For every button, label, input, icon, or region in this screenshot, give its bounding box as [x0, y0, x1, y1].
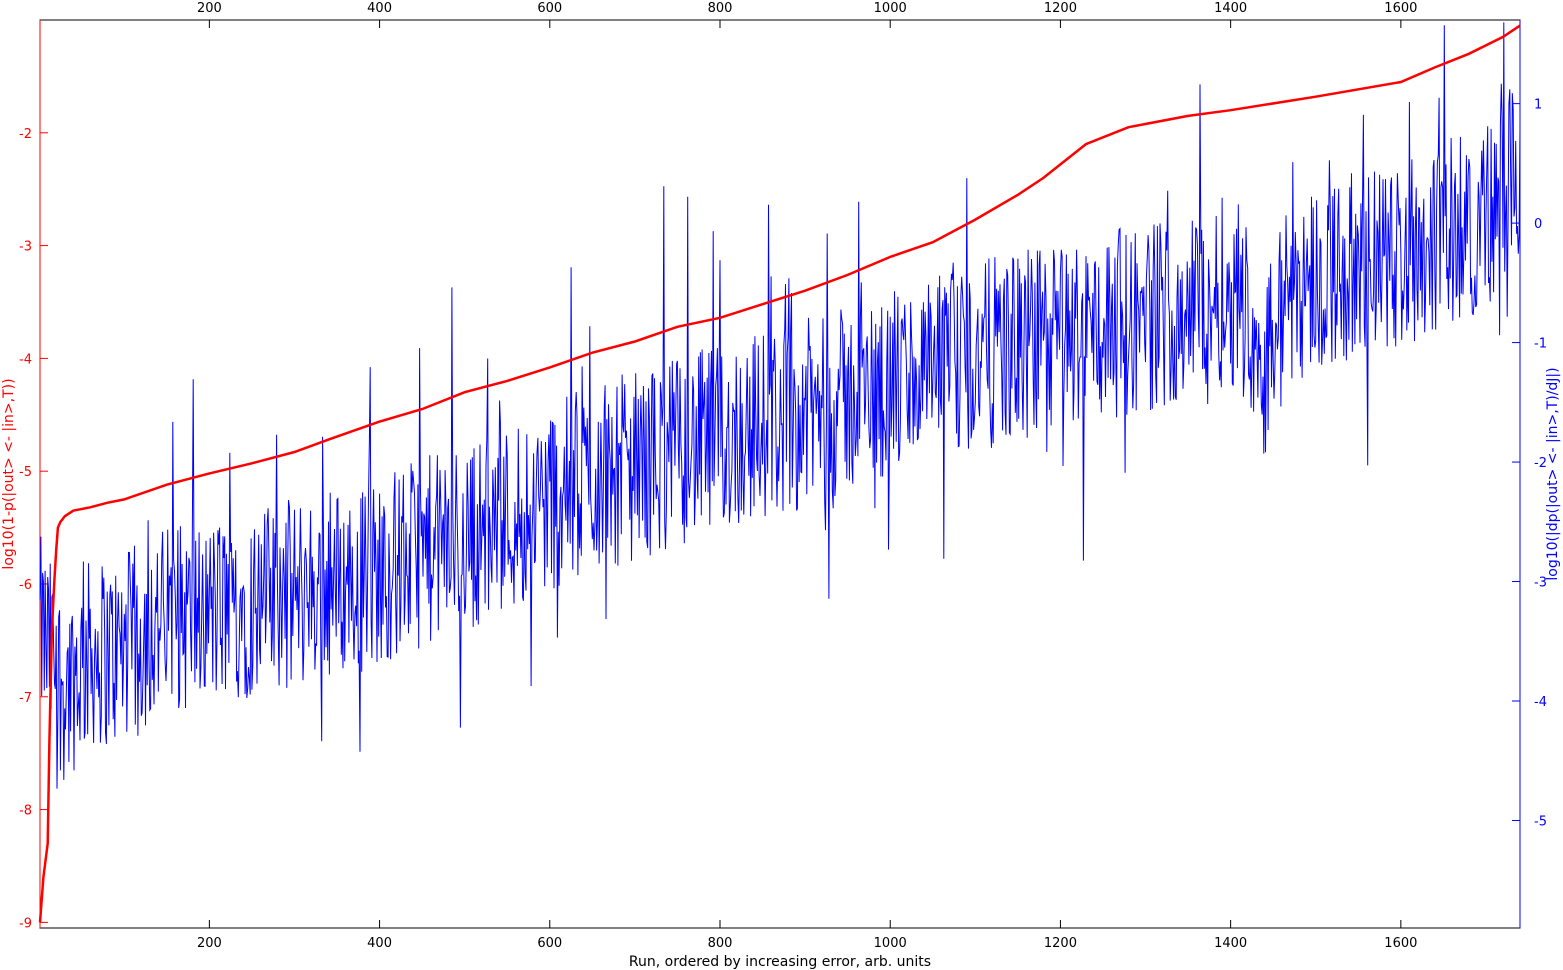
- x-tick-label-top: 400: [367, 1, 392, 16]
- y-right-tick-label: 0: [1534, 217, 1542, 232]
- y-right-tick-label: -3: [1534, 576, 1547, 591]
- x-tick-label-top: 1200: [1044, 1, 1077, 16]
- x-tick-label-bottom: 1200: [1044, 936, 1077, 951]
- y-right-tick-label: 1: [1534, 98, 1542, 113]
- left-series-layer: [38, 24, 1521, 923]
- left-series-line: [38, 24, 1521, 923]
- x-tick-label-top: 1600: [1384, 1, 1417, 16]
- x-tick-label-bottom: 400: [367, 936, 392, 951]
- x-tick-label-bottom: 1600: [1384, 936, 1417, 951]
- y-right-tick-label: -1: [1534, 337, 1547, 352]
- y-right-tick-label: -5: [1534, 814, 1547, 829]
- x-tick-label-top: 600: [537, 1, 562, 16]
- right-series-layer: [39, 22, 1521, 789]
- y-left-tick-label: -6: [19, 578, 32, 593]
- y-right-tick-label: -2: [1534, 456, 1547, 471]
- x-tick-label-bottom: 200: [197, 936, 222, 951]
- y-left-tick-label: -5: [19, 465, 32, 480]
- y-left-tick-label: -9: [19, 916, 32, 931]
- x-tick-label-bottom: 600: [537, 936, 562, 951]
- y-right-axis-label: log10(|dp(|out> <- |in>,T)/dJ|): [1545, 367, 1561, 580]
- x-tick-label-top: 200: [197, 1, 222, 16]
- plot-frame: [39, 19, 1521, 929]
- x-tick-label-bottom: 1400: [1214, 936, 1247, 951]
- y-left-tick-label: -4: [19, 352, 32, 367]
- y-left-tick-label: -7: [19, 691, 32, 706]
- x-tick-label-top: 1400: [1214, 1, 1247, 16]
- right-series-line: [39, 22, 1521, 789]
- x-axis-label: Run, ordered by increasing error, arb. u…: [629, 954, 931, 970]
- axis-ticks: [39, 20, 1521, 928]
- y-right-tick-label: -4: [1534, 695, 1547, 710]
- y-left-tick-label: -2: [19, 127, 32, 142]
- y-left-axis-label: log10(1-p(|out> <- |in>,T)): [1, 378, 17, 569]
- x-tick-label-bottom: 800: [708, 936, 733, 951]
- tick-labels: 200 200 400 400 600 600 800 800 1000 1000 1200 1200…: [19, 1, 1547, 951]
- x-tick-label-bottom: 1000: [874, 936, 907, 951]
- y-left-tick-label: -8: [19, 804, 32, 819]
- y-left-tick-label: -3: [19, 240, 32, 255]
- x-tick-label-top: 1000: [874, 1, 907, 16]
- x-tick-label-top: 800: [708, 1, 733, 16]
